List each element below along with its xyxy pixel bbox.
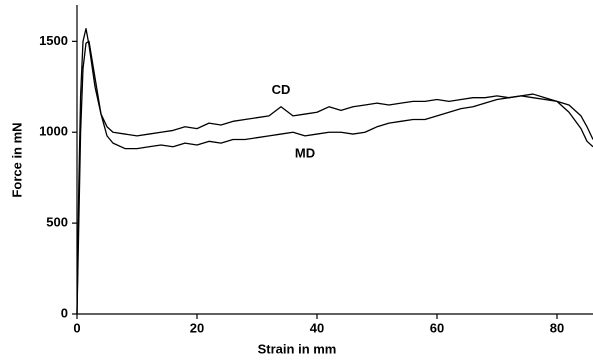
x-tick-label: 40 (310, 320, 324, 335)
y-tick-label: 1500 (39, 33, 68, 48)
y-axis-label: Force in mN (9, 122, 24, 197)
x-tick-label: 80 (550, 320, 564, 335)
line-series (76, 27, 593, 315)
series-label: MD (295, 145, 315, 160)
y-tick-label: 500 (46, 215, 68, 230)
x-axis-label: Strain in mm (258, 341, 337, 356)
y-tick-label: 0 (61, 305, 68, 320)
x-tick-label: 60 (430, 320, 444, 335)
y-tick-label: 1000 (39, 124, 68, 139)
series-label: CD (272, 82, 291, 97)
x-tick-label: 0 (73, 320, 80, 335)
x-tick-label: 20 (190, 320, 204, 335)
line-series (76, 40, 593, 315)
